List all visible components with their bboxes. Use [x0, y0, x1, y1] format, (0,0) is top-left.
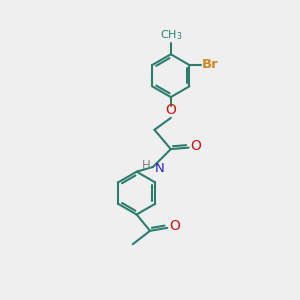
- Text: Br: Br: [202, 58, 219, 71]
- Text: O: O: [169, 219, 180, 233]
- Text: CH$_3$: CH$_3$: [160, 28, 182, 42]
- Text: O: O: [165, 103, 176, 117]
- Text: N: N: [154, 162, 164, 175]
- Text: O: O: [191, 140, 202, 153]
- Text: H: H: [142, 159, 151, 172]
